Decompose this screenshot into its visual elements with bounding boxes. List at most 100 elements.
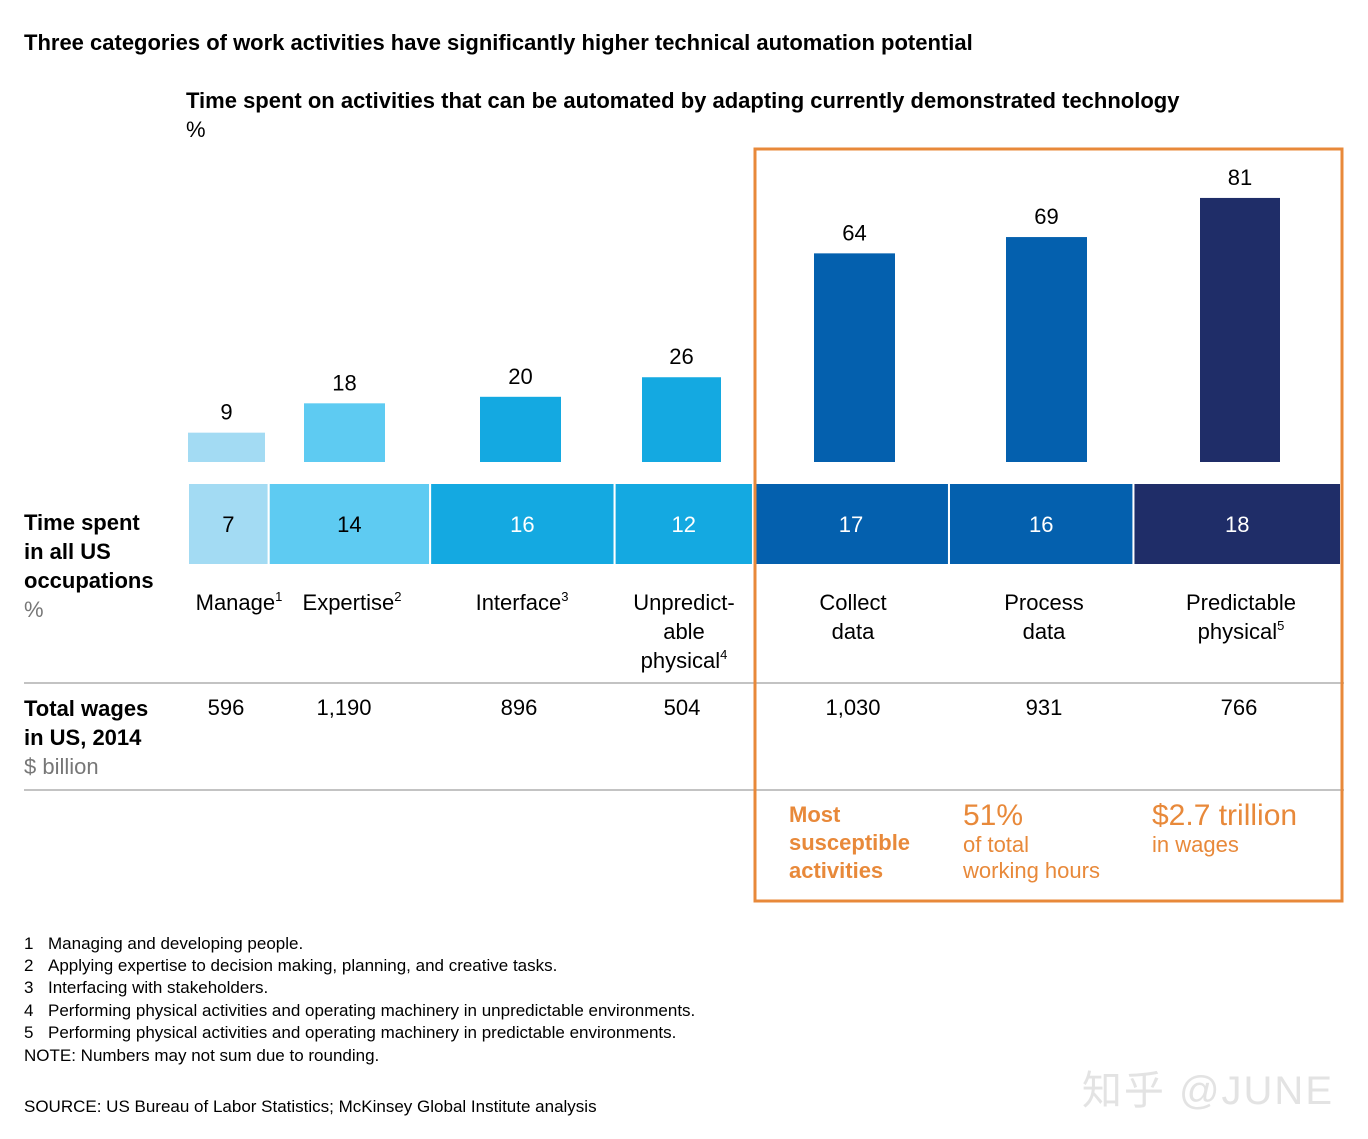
category-label-line: Unpredict-	[633, 590, 735, 615]
footnote-3-text: Interfacing with stakeholders.	[48, 978, 269, 997]
bar-value-label-interface: 20	[508, 364, 532, 389]
bar-manage	[188, 432, 265, 462]
footnote-1-text: Managing and developing people.	[48, 934, 304, 953]
category-label-text: physical	[1197, 619, 1278, 644]
wages-label-line-1: Total wages	[24, 696, 149, 721]
strip-value-predictable-physical: 18	[1225, 512, 1249, 537]
highlight-hours-line-1: of total	[963, 832, 1030, 857]
time-spent-unit: %	[24, 597, 44, 622]
footnote-marker: 5	[1277, 618, 1285, 633]
category-label-text: data	[1022, 619, 1066, 644]
footnote-2-num: 2	[24, 956, 34, 975]
footnote-5-num: 5	[24, 1023, 34, 1042]
category-label-text: physical	[640, 648, 721, 673]
highlight-label-line-1: Most	[789, 802, 841, 827]
time-spent-strip: 7 14 16 12 17 16 18	[187, 482, 1342, 566]
footnote-2-text: Applying expertise to decision making, p…	[48, 956, 558, 975]
footnote-3-num: 3	[24, 978, 34, 997]
strip-value-expertise: 14	[337, 512, 361, 537]
strip-segment-expertise	[267, 482, 432, 566]
highlight-hours: 51% of total working hours	[963, 800, 1100, 884]
category-label-text: Interface	[475, 590, 562, 615]
footnote-4-num: 4	[24, 1001, 34, 1020]
bar-process-data	[1006, 237, 1087, 462]
wage-value-manage: 596	[207, 695, 245, 720]
bar-value-label-expertise: 18	[332, 370, 356, 395]
wages-label-line-2: in US, 2014	[24, 725, 142, 750]
category-label-line: Collect	[819, 590, 887, 615]
category-label-main: Expertise2	[257, 588, 447, 617]
bar-unpredictable-physical	[642, 377, 721, 462]
source-note: SOURCE: US Bureau of Labor Statistics; M…	[24, 1097, 597, 1116]
bars-group: 9 18 20 26 64 69 81	[188, 165, 1280, 462]
footnote-marker: 4	[720, 647, 728, 662]
highlight-label-line-3: activities	[789, 858, 884, 883]
category-label-process-data: Process data	[949, 588, 1139, 646]
chart-subtitle: Time spent on activities that can be aut…	[186, 88, 1180, 113]
footnote-4-text: Performing physical activities and opera…	[48, 1001, 696, 1020]
highlight-wages-sub: in wages	[1152, 832, 1239, 857]
bar-value-label-unpredictable-physical: 26	[669, 344, 693, 369]
strip-value-process-data: 16	[1029, 512, 1053, 537]
category-label-main: data	[758, 617, 948, 646]
wage-value-expertise: 1,190	[316, 695, 372, 720]
footnote-3: 3 Interfacing with stakeholders.	[24, 978, 268, 998]
category-label-line: able	[663, 619, 705, 644]
footnote-5: 5 Performing physical activities and oper…	[24, 1023, 676, 1043]
time-spent-label: Time spent in all US occupations	[24, 508, 154, 595]
category-label-main: physical5	[1146, 617, 1336, 646]
bar-predictable-physical	[1200, 197, 1280, 462]
footnote-1: 1 Managing and developing people.	[24, 934, 303, 954]
time-spent-label-line-2: in all US	[24, 539, 111, 564]
footnote-5-text: Performing physical activities and opera…	[48, 1023, 677, 1042]
highlight-hours-line-2: working hours	[963, 858, 1100, 883]
chart-main-title: Three categories of work activities have…	[24, 30, 973, 55]
category-label-main: Manage1	[144, 588, 334, 617]
bar-expertise	[304, 403, 385, 462]
category-label-text: Manage	[195, 590, 276, 615]
wages-label: Total wages in US, 2014	[24, 694, 148, 752]
highlight-box	[753, 147, 1344, 903]
wages-unit: $ billion	[24, 754, 99, 779]
category-label-text: Expertise	[302, 590, 395, 615]
category-label-main: physical4	[589, 646, 779, 675]
category-label-expertise: Expertise2	[257, 588, 447, 617]
footnote-2: 2 Applying expertise to decision making, …	[24, 956, 557, 976]
wage-value-unpredictable-physical: 504	[663, 695, 701, 720]
time-spent-label-line-3: occupations	[24, 568, 154, 593]
bar-collect-data	[814, 253, 895, 462]
footnote-4: 4 Performing physical activities and oper…	[24, 1001, 695, 1021]
wage-value-interface: 896	[500, 695, 538, 720]
footnote-marker: 1	[275, 589, 283, 604]
category-label-interface: Interface3	[427, 588, 617, 617]
category-label-manage: Manage1	[144, 588, 334, 617]
highlight-wages: $2.7 trillion in wages	[1152, 800, 1297, 858]
rounding-note: NOTE: Numbers may not sum due to roundin…	[24, 1046, 380, 1065]
footnote-marker: 2	[394, 589, 402, 604]
bar-value-label-collect-data: 64	[842, 220, 866, 245]
strip-segment-collect-data	[751, 482, 950, 566]
bar-value-label-predictable-physical: 81	[1228, 165, 1252, 190]
strip-value-manage: 7	[222, 512, 234, 537]
watermark: 知乎 @JUNE	[1081, 1069, 1334, 1113]
time-spent-label-line-1: Time spent	[24, 510, 140, 535]
category-label-main: Interface3	[427, 588, 617, 617]
highlight-wages-value: $2.7 trillion	[1152, 799, 1298, 832]
wage-value-collect-data: 1,030	[825, 695, 881, 720]
strip-segment-process-data	[947, 482, 1135, 566]
strip-value-collect-data: 17	[839, 512, 863, 537]
wage-value-process-data: 931	[1025, 695, 1063, 720]
highlight-hours-value: 51%	[963, 799, 1024, 832]
highlight-label: Most susceptible activities	[789, 801, 910, 885]
category-label-main: data	[949, 617, 1139, 646]
footnote-marker: 3	[561, 589, 569, 604]
category-label-text: data	[831, 619, 875, 644]
category-label-collect-data: Collect data	[758, 588, 948, 646]
strip-value-interface: 16	[510, 512, 534, 537]
wage-value-predictable-physical: 766	[1220, 695, 1258, 720]
category-label-unpredictable-physical: Unpredict-able physical4	[589, 588, 779, 675]
bar-value-label-process-data: 69	[1034, 204, 1058, 229]
strip-segment-manage	[187, 482, 270, 566]
strip-value-unpredictable-physical: 12	[672, 512, 696, 537]
